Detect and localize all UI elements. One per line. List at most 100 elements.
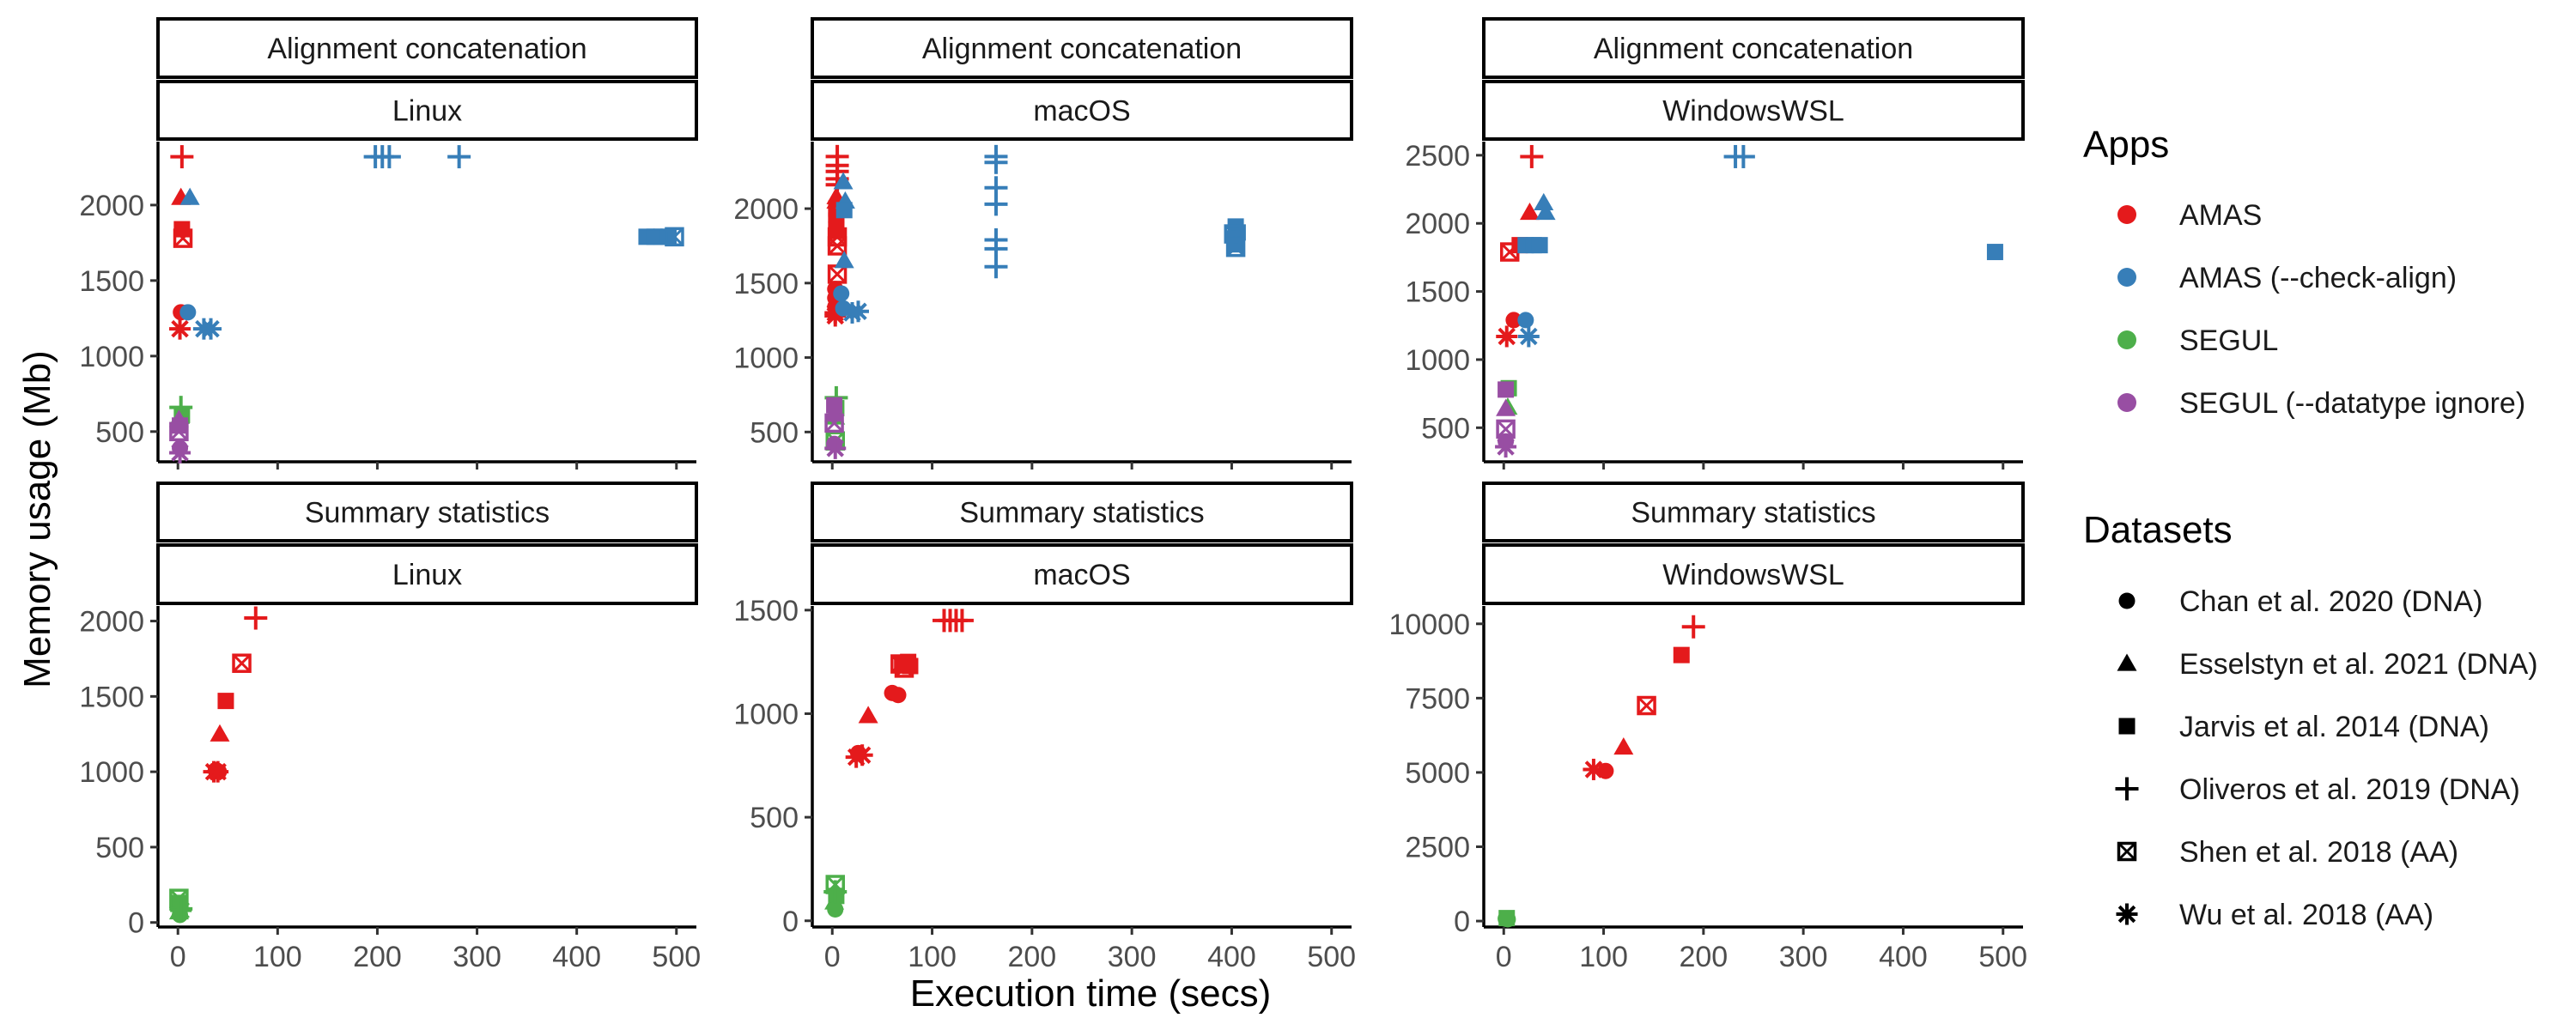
- data-point-amas-check-align-plus: [447, 145, 471, 169]
- strip-os-box: [156, 543, 698, 605]
- summary-statistics-windowswsl-panel: Summary statisticsWindowsWSL025005000750…: [1388, 482, 2027, 973]
- x-tick-label: 500: [1978, 941, 2027, 973]
- data-point-amas-plus: [1520, 144, 1544, 168]
- data-point-amas-check-align-asterisk: [847, 300, 869, 323]
- strip-task-label: Alignment concatenation: [1594, 33, 1913, 65]
- data-point-amas-boxcross: [890, 654, 910, 674]
- data-point-amas-asterisk: [1583, 758, 1605, 780]
- legend-label-chan-et-al-2020-dna: Chan et al. 2020 (DNA): [2179, 585, 2482, 618]
- y-tick-label: 1500: [733, 268, 799, 300]
- strip-task-label: Alignment concatenation: [922, 33, 1242, 65]
- legend-datasets-title: Datasets: [2083, 509, 2233, 551]
- strip-os-label: macOS: [1033, 559, 1130, 591]
- strip-os-label: WindowsWSL: [1662, 559, 1844, 591]
- y-tick-label: 2000: [733, 193, 799, 226]
- legend-key-triangle-icon: [2117, 653, 2137, 671]
- y-tick-label: 500: [95, 416, 144, 449]
- data-point-amas-plus: [950, 609, 974, 633]
- data-point-amas-check-align-square: [835, 202, 853, 219]
- y-tick-label: 0: [1454, 906, 1470, 938]
- legend-apps: AMAS AMAS (--check-align) SEGUL SEGUL (--da…: [2117, 199, 2525, 420]
- y-tick-label: 2500: [1405, 832, 1470, 864]
- data-point-amas-check-align-triangle: [179, 187, 200, 205]
- legend-label-shen-et-al-2018-aa: Shen et al. 2018 (AA): [2179, 836, 2458, 869]
- data-point-segul-datatype-ignore-asterisk: [824, 437, 847, 459]
- strip-os-box: [811, 543, 1353, 605]
- data-point-amas-check-align-circle: [179, 304, 197, 321]
- x-tick-label: 300: [1779, 941, 1828, 973]
- x-axis-title: Execution time (secs): [910, 972, 1272, 1015]
- strip-os-label: Linux: [392, 559, 462, 591]
- legend-key-square-icon: [2118, 718, 2136, 735]
- legend-label-wu-et-al-2018-aa: Wu et al. 2018 (AA): [2179, 899, 2433, 931]
- strip-task-label: Alignment concatenation: [267, 33, 586, 65]
- legend-datasets: Chan et al. 2020 (DNA) Esselstyn et al. 2…: [2115, 585, 2538, 931]
- y-axis-title: Memory usage (Mb): [16, 350, 58, 688]
- y-tick-label: 10000: [1388, 609, 1470, 641]
- strip-os-box: [811, 80, 1353, 141]
- legend-label-oliveros-et-al-2019-dna: Oliveros et al. 2019 (DNA): [2179, 773, 2520, 806]
- y-tick-label: 0: [128, 907, 144, 940]
- y-tick-label: 1500: [1405, 276, 1470, 309]
- legend-key-circle-icon: [2118, 592, 2136, 609]
- data-point-amas-check-align-square: [1986, 244, 2003, 261]
- summary-statistics-macos-panel: Summary statistics macOS 0 500 1000 1500 0 100 2…: [733, 482, 1356, 973]
- legend-apps-title: Apps: [2083, 124, 2169, 166]
- y-tick-label: 2000: [1405, 208, 1470, 240]
- y-tick-label: 500: [95, 832, 144, 864]
- data-point-amas-asterisk: [169, 318, 191, 340]
- data-point-amas-triangle: [1613, 736, 1634, 755]
- data-point-amas-check-align-asterisk: [200, 318, 222, 340]
- data-point-segul-datatype-ignore-boxcross: [824, 413, 844, 433]
- x-tick-label: 200: [1679, 941, 1728, 973]
- strip-task-box: [156, 17, 698, 79]
- data-point-amas-check-align-circle: [1517, 312, 1534, 329]
- y-tick-label: 2000: [79, 606, 144, 639]
- y-tick-label: 1500: [733, 595, 799, 627]
- strip-task-label: Summary statistics: [305, 497, 550, 530]
- data-point-segul-datatype-ignore-asterisk: [169, 441, 191, 464]
- data-point-amas-check-align-square: [1531, 237, 1548, 254]
- legend-key-boxcross-icon: [2117, 841, 2137, 862]
- chart-panels: Alignment concatenationLinux500100015002…: [79, 17, 2027, 973]
- data-point-amas-boxcross: [827, 264, 848, 284]
- x-tick-label: 400: [1207, 941, 1256, 973]
- alignment-concatenation-macos-panel: Alignment concatenation macOS 500 1000 1500 2…: [733, 17, 1353, 470]
- data-point-amas-check-align-plus: [984, 150, 1008, 174]
- data-point-segul-plus: [823, 880, 848, 904]
- data-point-amas-triangle: [1519, 203, 1540, 221]
- alignment-concatenation-linux-panel: Alignment concatenation Linux 500 1000 1500 2…: [79, 17, 698, 470]
- x-tick-label: 500: [1307, 941, 1356, 973]
- data-point-amas-check-align-triangle: [834, 251, 854, 269]
- strip-task-box: [156, 482, 698, 542]
- legend-label-esselstyn-et-al-2021-dna: Esselstyn et al. 2021 (DNA): [2179, 648, 2538, 681]
- y-tick-label: 500: [1421, 412, 1470, 445]
- x-tick-label: 200: [353, 941, 402, 973]
- legend-key-plus-icon: [2115, 777, 2139, 801]
- y-tick-label: 5000: [1405, 757, 1470, 790]
- data-point-amas-check-align-plus: [377, 145, 401, 169]
- x-tick-label: 100: [1579, 941, 1628, 973]
- strip-os-label: WindowsWSL: [1662, 95, 1844, 128]
- data-point-amas-boxcross: [1499, 242, 1520, 262]
- data-point-amas-circle: [1505, 312, 1522, 329]
- y-tick-label: 500: [750, 802, 799, 834]
- strip-os-box: [156, 80, 698, 141]
- data-point-amas-check-align-plus: [1731, 144, 1755, 168]
- data-point-amas-check-align-boxcross: [665, 227, 684, 247]
- legend-key-segul: [2117, 330, 2136, 349]
- strip-task-box: [1482, 482, 2025, 542]
- data-point-amas-check-align-circle: [833, 285, 850, 302]
- data-point-amas-check-align-asterisk: [1517, 325, 1540, 348]
- x-tick-label: 0: [170, 941, 186, 973]
- data-point-segul-datatype-ignore-square: [1498, 381, 1515, 398]
- strip-task-label: Summary statistics: [959, 497, 1204, 530]
- strip-os-box: [1482, 543, 2025, 605]
- x-tick-label: 100: [908, 941, 957, 973]
- y-tick-label: 1500: [79, 265, 144, 298]
- x-tick-label: 100: [253, 941, 302, 973]
- y-tick-label: 1000: [79, 341, 144, 373]
- data-point-amas-boxcross: [173, 228, 193, 248]
- legend-label-amas: AMAS: [2179, 199, 2262, 232]
